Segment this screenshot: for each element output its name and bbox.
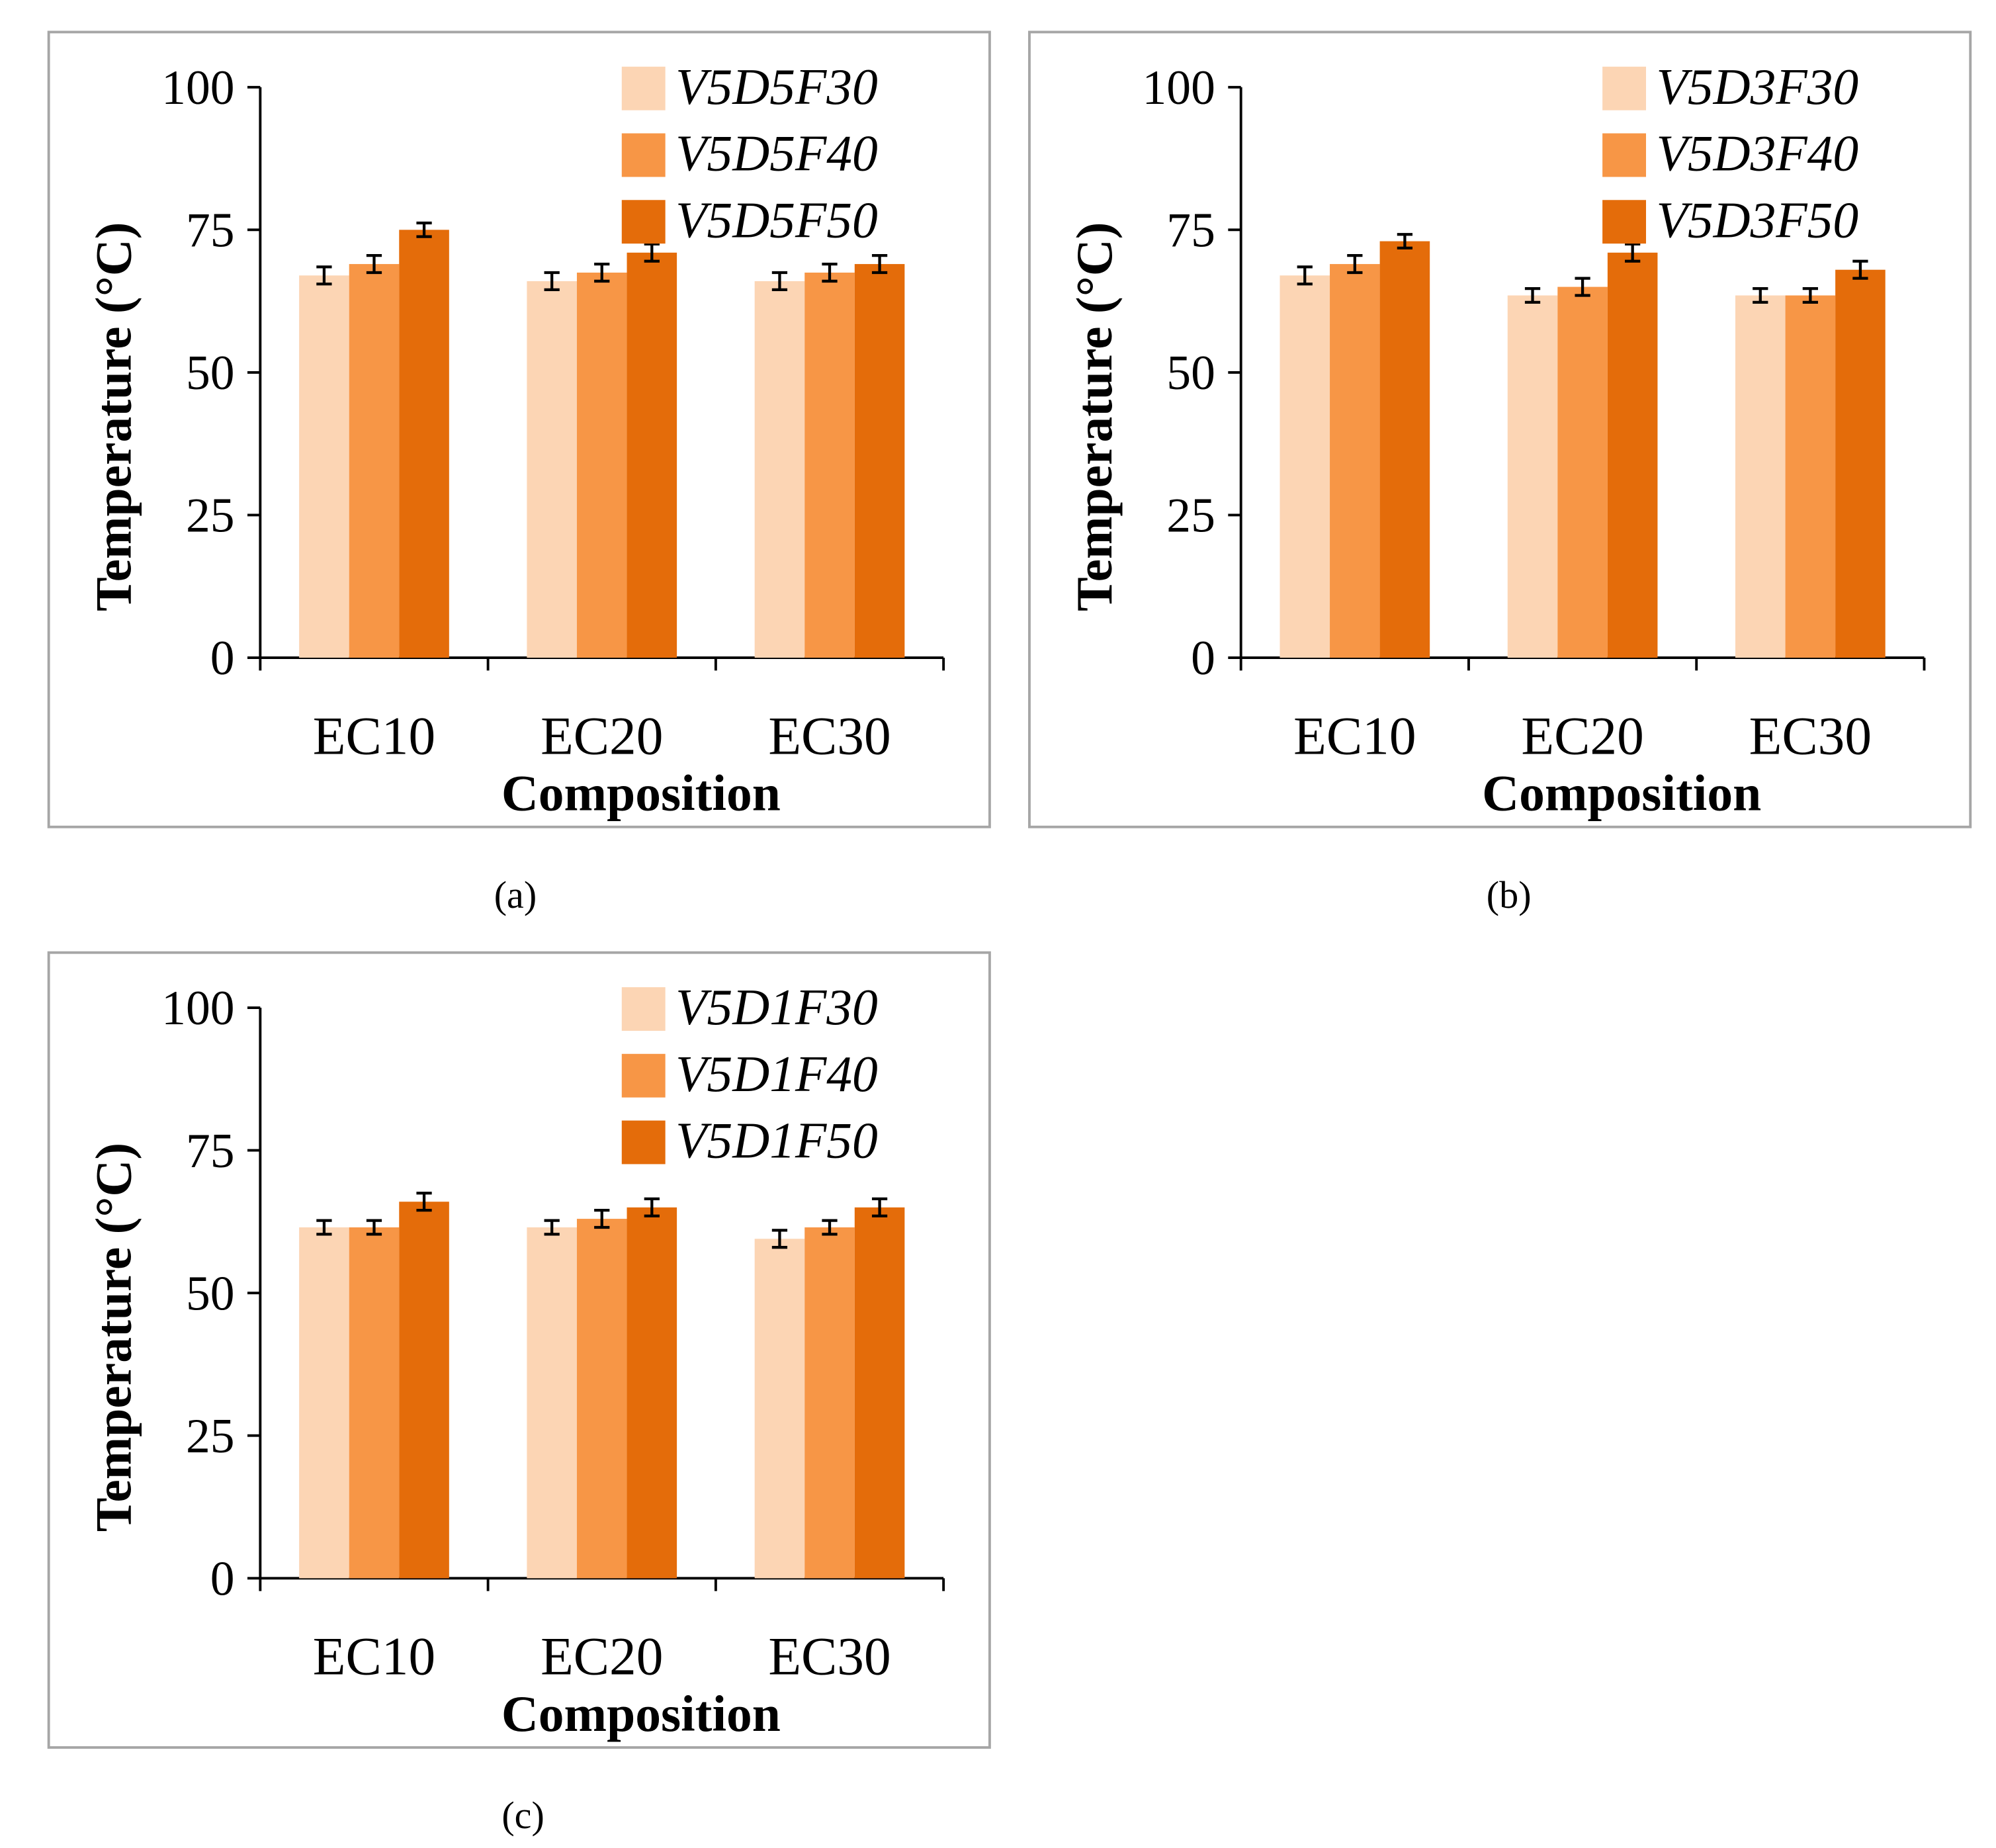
x-category-label: EC30	[1749, 705, 1872, 766]
y-tick-label: 50	[186, 345, 235, 400]
y-tick-label: 0	[210, 1551, 235, 1605]
bar-V5D5F30-EC10	[299, 275, 349, 658]
bar-V5D3F40-EC30	[1785, 295, 1836, 658]
bar-V5D3F40-EC10	[1330, 264, 1380, 658]
legend-swatch-V5D1F30	[621, 987, 666, 1031]
x-category-label: EC30	[768, 705, 890, 766]
y-tick-label: 100	[1143, 60, 1215, 114]
bar-V5D1F30-EC20	[527, 1227, 577, 1579]
bar-V5D3F30-EC20	[1507, 295, 1558, 658]
y-tick-label: 25	[186, 488, 235, 543]
y-axis-title: Temperature (°C)	[1066, 222, 1123, 611]
legend-label-V5D1F30: V5D1F30	[675, 979, 878, 1035]
legend-swatch-V5D3F50	[1602, 200, 1647, 244]
y-axis-title: Temperature (°C)	[85, 222, 142, 611]
x-axis-title: Composition	[1482, 765, 1761, 822]
y-tick-label: 0	[210, 631, 235, 685]
bar-V5D5F40-EC10	[349, 264, 400, 658]
x-axis-title: Composition	[501, 765, 781, 822]
legend-label-V5D5F30: V5D5F30	[675, 58, 878, 115]
bar-V5D1F50-EC30	[854, 1207, 905, 1579]
bar-V5D3F50-EC10	[1379, 241, 1430, 658]
legend-label-V5D3F50: V5D3F50	[1657, 191, 1859, 248]
bar-V5D5F40-EC20	[576, 273, 627, 658]
bar-V5D5F50-EC30	[854, 264, 905, 658]
bar-V5D1F40-EC30	[804, 1227, 855, 1579]
y-tick-label: 50	[186, 1266, 235, 1320]
legend-label-V5D5F40: V5D5F40	[675, 125, 878, 182]
bar-V5D5F40-EC30	[804, 273, 855, 658]
y-tick-label: 75	[186, 1123, 235, 1178]
legend-label-V5D3F30: V5D3F30	[1657, 58, 1859, 115]
x-category-label: EC10	[313, 1626, 435, 1687]
x-category-label: EC20	[541, 705, 663, 766]
y-tick-label: 100	[161, 981, 234, 1035]
bar-V5D1F30-EC10	[299, 1227, 349, 1579]
legend-swatch-V5D5F30	[621, 66, 666, 110]
panel-caption: (a)	[494, 873, 537, 916]
bar-V5D3F50-EC20	[1607, 252, 1658, 658]
bar-V5D3F30-EC10	[1280, 275, 1330, 658]
legend-swatch-V5D5F50	[621, 200, 666, 244]
x-category-label: EC10	[313, 705, 435, 766]
bar-V5D5F50-EC20	[627, 252, 677, 658]
panel-caption: (b)	[1487, 873, 1532, 916]
y-tick-label: 25	[1166, 488, 1215, 543]
legend-swatch-V5D1F50	[621, 1120, 666, 1165]
legend-label-V5D3F40: V5D3F40	[1657, 125, 1859, 182]
legend-swatch-V5D3F40	[1602, 133, 1647, 177]
x-category-label: EC20	[1521, 705, 1643, 766]
y-axis-title: Temperature (°C)	[85, 1143, 142, 1532]
legend-swatch-V5D1F40	[621, 1053, 666, 1098]
bar-V5D3F30-EC30	[1735, 295, 1786, 658]
bar-V5D1F40-EC10	[349, 1227, 400, 1579]
bar-V5D5F50-EC10	[399, 230, 449, 658]
legend-label-V5D5F50: V5D5F50	[675, 191, 878, 248]
bar-V5D1F30-EC30	[754, 1239, 805, 1579]
y-tick-label: 50	[1166, 345, 1215, 400]
panel-caption: (c)	[501, 1794, 544, 1837]
legend-swatch-V5D3F30	[1602, 66, 1647, 110]
bar-V5D5F30-EC30	[754, 281, 805, 658]
y-tick-label: 100	[161, 60, 234, 114]
x-category-label: EC20	[541, 1626, 663, 1687]
y-tick-label: 0	[1191, 631, 1215, 685]
bar-V5D1F50-EC10	[399, 1202, 449, 1579]
bar-V5D3F50-EC30	[1835, 269, 1886, 658]
x-category-label: EC10	[1293, 705, 1416, 766]
bar-V5D5F30-EC20	[527, 281, 577, 658]
bar-V5D1F50-EC20	[627, 1207, 677, 1579]
y-tick-label: 75	[186, 203, 235, 257]
bar-V5D3F40-EC20	[1557, 286, 1608, 658]
y-tick-label: 25	[186, 1409, 235, 1463]
x-axis-title: Composition	[501, 1685, 781, 1742]
legend-label-V5D1F50: V5D1F50	[675, 1112, 878, 1169]
x-category-label: EC30	[768, 1626, 890, 1687]
legend-label-V5D1F40: V5D1F40	[675, 1045, 878, 1102]
bar-V5D1F40-EC20	[576, 1219, 627, 1579]
y-tick-label: 75	[1166, 203, 1215, 257]
legend-swatch-V5D5F40	[621, 133, 666, 177]
